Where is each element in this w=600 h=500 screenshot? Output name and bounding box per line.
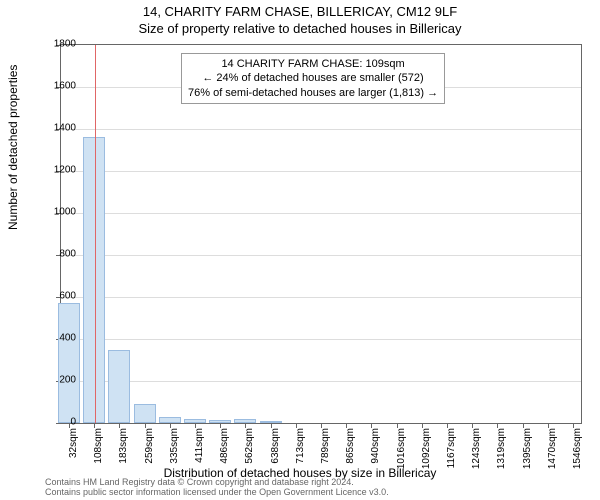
histogram-bar xyxy=(58,303,80,423)
ytick-label: 1600 xyxy=(46,81,76,92)
histogram-bar xyxy=(234,419,256,423)
property-marker-line xyxy=(95,45,97,423)
xtick-label: 32sqm xyxy=(68,428,79,478)
xtick-label: 1395sqm xyxy=(522,428,533,478)
histogram-bar xyxy=(159,417,181,423)
ytick-label: 1000 xyxy=(46,207,76,218)
xtick-label: 1092sqm xyxy=(421,428,432,478)
chart-container: 14, CHARITY FARM CHASE, BILLERICAY, CM12… xyxy=(0,0,600,500)
histogram-bar xyxy=(260,421,282,423)
histogram-bar xyxy=(184,419,206,423)
gridline xyxy=(61,129,581,130)
title-address: 14, CHARITY FARM CHASE, BILLERICAY, CM12… xyxy=(0,0,600,19)
xtick-label: 865sqm xyxy=(345,428,356,478)
info-line-3: 76% of semi-detached houses are larger (… xyxy=(188,86,438,100)
xtick-label: 335sqm xyxy=(169,428,180,478)
footer-attribution: Contains HM Land Registry data © Crown c… xyxy=(45,478,389,498)
xtick-label: 1243sqm xyxy=(471,428,482,478)
ytick-label: 800 xyxy=(46,249,76,260)
info-line-2: ← 24% of detached houses are smaller (57… xyxy=(188,71,438,85)
histogram-bar xyxy=(108,350,130,424)
info-line-1: 14 CHARITY FARM CHASE: 109sqm xyxy=(188,57,438,71)
ytick-label: 1800 xyxy=(46,39,76,50)
xtick-label: 1546sqm xyxy=(572,428,583,478)
y-axis-label: Number of detached properties xyxy=(6,65,20,230)
xtick-label: 183sqm xyxy=(118,428,129,478)
ytick-label: 0 xyxy=(46,417,76,428)
xtick-label: 638sqm xyxy=(270,428,281,478)
xtick-label: 1319sqm xyxy=(496,428,507,478)
gridline xyxy=(61,171,581,172)
xtick-label: 486sqm xyxy=(219,428,230,478)
gridline xyxy=(61,255,581,256)
ytick-label: 400 xyxy=(46,333,76,344)
ytick-label: 1200 xyxy=(46,165,76,176)
ytick-label: 1400 xyxy=(46,123,76,134)
gridline xyxy=(61,381,581,382)
xtick-label: 1016sqm xyxy=(396,428,407,478)
gridline xyxy=(61,213,581,214)
plot-area: 14 CHARITY FARM CHASE: 109sqm ← 24% of d… xyxy=(60,44,582,424)
footer-line-2: Contains public sector information licen… xyxy=(45,488,389,498)
xtick-label: 789sqm xyxy=(320,428,331,478)
ytick-label: 200 xyxy=(46,375,76,386)
title-subtitle: Size of property relative to detached ho… xyxy=(0,19,600,40)
xtick-label: 411sqm xyxy=(194,428,205,478)
ytick-label: 600 xyxy=(46,291,76,302)
gridline xyxy=(61,297,581,298)
xtick-label: 940sqm xyxy=(370,428,381,478)
histogram-bar xyxy=(209,420,231,423)
xtick-label: 713sqm xyxy=(295,428,306,478)
xtick-label: 1167sqm xyxy=(446,428,457,478)
xtick-label: 562sqm xyxy=(244,428,255,478)
gridline xyxy=(61,339,581,340)
xtick-label: 1470sqm xyxy=(547,428,558,478)
info-box: 14 CHARITY FARM CHASE: 109sqm ← 24% of d… xyxy=(181,53,445,104)
xtick-label: 259sqm xyxy=(144,428,155,478)
xtick-label: 108sqm xyxy=(93,428,104,478)
histogram-bar xyxy=(134,404,156,423)
